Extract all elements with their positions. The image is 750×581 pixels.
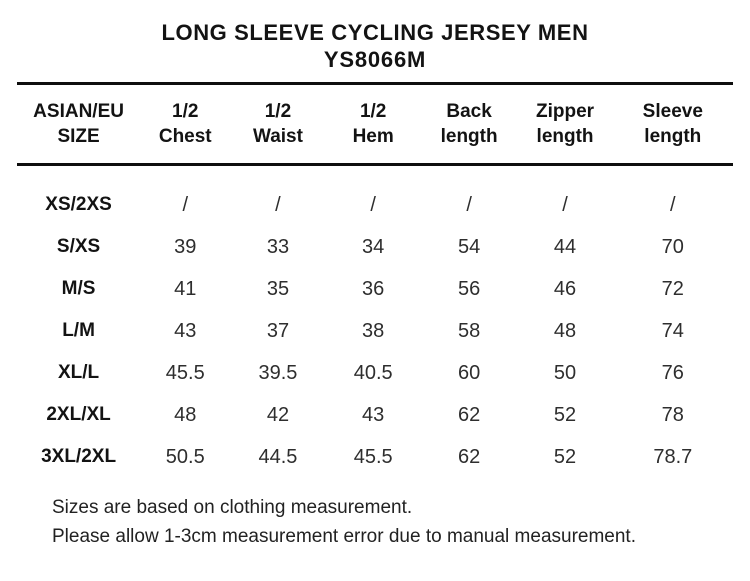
table-cell: 50 [553,361,577,384]
divider-header [17,163,733,166]
table-cell: 62 [457,445,481,468]
table-cell: 52 [553,445,577,468]
table-cell: / [670,193,676,216]
table-row-m-s: M/S 41 35 36 56 46 72 [17,268,733,310]
table-cell: / [466,193,472,216]
table-cell: 62 [457,403,481,426]
title-block: LONG SLEEVE CYCLING JERSEY MEN YS8066M [0,0,750,73]
table-cell: / [370,193,376,216]
size-label: XL/L [57,362,100,383]
table-cell: 34 [362,235,385,258]
table-row-s-xs: S/XS 39 33 34 54 44 70 [17,226,733,268]
table-cell: 43 [174,319,197,342]
column-header-line2: length [536,126,594,147]
table-cell: 38 [362,319,385,342]
column-header-line1: 1/2 [359,101,387,122]
column-header-line2: Chest [158,126,212,147]
column-header-line1: Zipper [536,101,595,122]
table-cell: 56 [457,277,481,300]
table-cell: 36 [362,277,385,300]
table-cell: 39 [174,235,197,258]
table-cell: 54 [457,235,481,258]
column-header-line2: length [644,126,702,147]
column-header-half-chest: 1/2 Chest [140,99,230,149]
column-header-line1: 1/2 [264,101,292,122]
table-cell: 40.5 [353,361,393,384]
table-cell: 42 [266,403,290,426]
table-row-xl-l: XL/L 45.5 39.5 40.5 60 50 76 [17,352,733,394]
product-title: LONG SLEEVE CYCLING JERSEY MEN [161,20,589,45]
table-cell: 50.5 [165,445,205,468]
size-label: 3XL/2XL [41,446,117,467]
table-cell: 44.5 [258,445,298,468]
table-row-xs-2xs: XS/2XS / / / / / / [17,184,733,226]
column-header-half-waist: 1/2 Waist [230,99,325,149]
table-cell: 41 [174,277,197,300]
column-header-line2: Hem [352,126,394,147]
table-cell: 35 [266,277,290,300]
table-cell: 48 [553,319,577,342]
column-header-line2: length [440,126,498,147]
table-cell: 37 [266,319,290,342]
size-label: S/XS [56,236,101,257]
table-body: XS/2XS / / / / / / S/XS 39 33 34 54 44 7… [17,166,733,478]
table-row-l-m: L/M 43 37 38 58 48 74 [17,310,733,352]
column-header-line1: ASIAN/EU [33,101,124,122]
table-cell: 45.5 [353,445,393,468]
table-cell: 46 [553,277,577,300]
column-header-back-length: Back length [421,99,518,149]
table-cell: 48 [174,403,197,426]
table-cell: 58 [457,319,481,342]
table-cell: / [562,193,568,216]
table-cell: / [275,193,281,216]
table-cell: / [182,193,189,216]
column-header-line2: SIZE [57,126,100,147]
table-cell: 45.5 [165,361,205,384]
table-cell: 76 [661,361,684,384]
table-cell: 78.7 [653,445,693,468]
table-cell: 52 [553,403,577,426]
column-header-line1: Back [446,101,492,122]
table-cell: 60 [457,361,481,384]
size-label: 2XL/XL [46,404,111,425]
measurement-notes: Sizes are based on clothing measurement.… [52,493,733,551]
table-cell: 39.5 [258,361,298,384]
table-cell: 43 [362,403,385,426]
note-measurement-error: Please allow 1-3cm measurement error due… [52,526,636,547]
column-header-line1: Sleeve [642,101,703,122]
product-model-code: YS8066M [323,47,427,72]
table-cell: 70 [661,235,684,258]
table-cell: 72 [661,277,684,300]
column-header-half-hem: 1/2 Hem [326,99,421,149]
table-cell: 33 [266,235,290,258]
column-header-sleeve-length: Sleeve length [613,99,733,149]
table-row-3xl-2xl: 3XL/2XL 50.5 44.5 45.5 62 52 78.7 [17,436,733,478]
size-label: L/M [62,320,95,341]
table-header-row: ASIAN/EU SIZE 1/2 Chest 1/2 Waist 1/2 He… [17,85,733,163]
column-header-size: ASIAN/EU SIZE [17,99,140,149]
size-label: XS/2XS [45,194,112,215]
column-header-line1: 1/2 [172,101,199,122]
table-cell: 78 [661,403,684,426]
column-header-zipper-length: Zipper length [517,99,612,149]
size-label: M/S [61,278,96,299]
table-cell: 44 [553,235,577,258]
note-clothing-measurement: Sizes are based on clothing measurement. [52,497,413,518]
table-row-2xl-xl: 2XL/XL 48 42 43 62 52 78 [17,394,733,436]
column-header-line2: Waist [252,126,303,147]
divider-top [17,82,733,85]
table-cell: 74 [661,319,684,342]
